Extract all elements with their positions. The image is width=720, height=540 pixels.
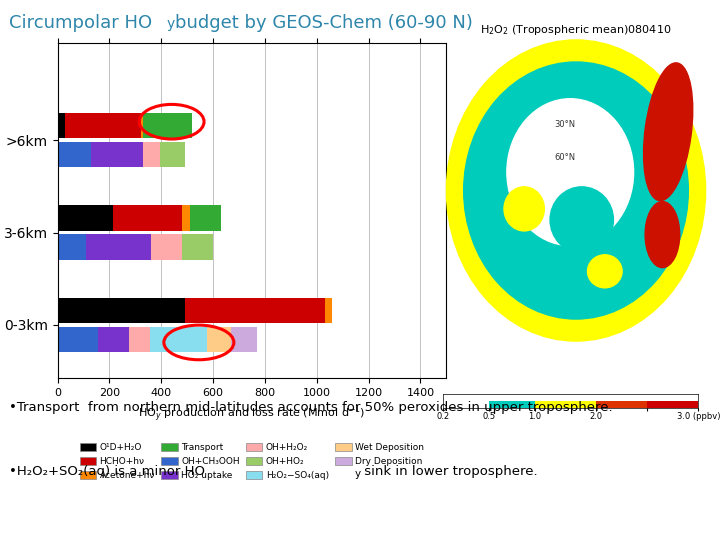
Ellipse shape xyxy=(588,255,622,288)
Bar xyxy=(182,234,213,260)
Text: budget by GEOS-Chem (60-90 N): budget by GEOS-Chem (60-90 N) xyxy=(175,14,473,31)
Bar xyxy=(86,234,151,260)
Ellipse shape xyxy=(644,63,693,201)
Text: y: y xyxy=(354,469,361,479)
Ellipse shape xyxy=(507,99,634,246)
Bar xyxy=(91,142,143,167)
Bar xyxy=(489,401,535,415)
Bar xyxy=(58,113,66,138)
Bar xyxy=(151,234,182,260)
Bar xyxy=(143,113,192,138)
Bar xyxy=(535,401,596,415)
Bar xyxy=(184,298,325,323)
Text: 30°N: 30°N xyxy=(554,120,575,129)
Bar xyxy=(58,205,113,231)
Text: y: y xyxy=(167,17,175,31)
Ellipse shape xyxy=(464,62,688,319)
Bar xyxy=(66,113,140,138)
Text: Circumpolar HO: Circumpolar HO xyxy=(9,14,152,31)
X-axis label: HO$_y$ production and loss rate (Mmol d$^{-1}$): HO$_y$ production and loss rate (Mmol d$… xyxy=(138,403,366,424)
Bar xyxy=(596,401,647,415)
Bar xyxy=(58,298,184,323)
Bar xyxy=(182,205,190,231)
Ellipse shape xyxy=(504,187,544,231)
Bar xyxy=(129,327,150,352)
Bar xyxy=(58,142,91,167)
Text: sink in lower troposphere.: sink in lower troposphere. xyxy=(360,465,538,478)
Bar xyxy=(150,327,207,352)
Bar xyxy=(140,113,143,138)
Bar xyxy=(190,205,221,231)
Bar xyxy=(160,142,184,167)
Bar xyxy=(113,205,182,231)
Text: •Transport  from northern mid-latitudes accounts for 50% peroxides in upper trop: •Transport from northern mid-latitudes a… xyxy=(9,401,612,414)
Bar xyxy=(325,298,333,323)
Ellipse shape xyxy=(645,201,680,268)
Bar xyxy=(207,327,231,352)
Ellipse shape xyxy=(550,187,613,253)
Bar xyxy=(647,401,698,415)
Bar xyxy=(58,234,86,260)
Legend: O¹D+H₂O, HCHO+hν, Acetone+hν, Transport, OH+CH₃OOH, HO₂ uptake, OH+H₂O₂, OH+HO₂,: O¹D+H₂O, HCHO+hν, Acetone+hν, Transport,… xyxy=(80,443,424,480)
Text: •H₂O₂+SO₂(aq) is a minor HO: •H₂O₂+SO₂(aq) is a minor HO xyxy=(9,465,204,478)
Text: 60°N: 60°N xyxy=(554,153,575,162)
Bar xyxy=(98,327,129,352)
Text: H$_2$O$_2$ (Tropospheric mean)080410: H$_2$O$_2$ (Tropospheric mean)080410 xyxy=(480,23,672,37)
Bar xyxy=(58,327,98,352)
Bar xyxy=(231,327,257,352)
Bar xyxy=(143,142,160,167)
Bar xyxy=(443,401,489,415)
Ellipse shape xyxy=(446,40,706,341)
